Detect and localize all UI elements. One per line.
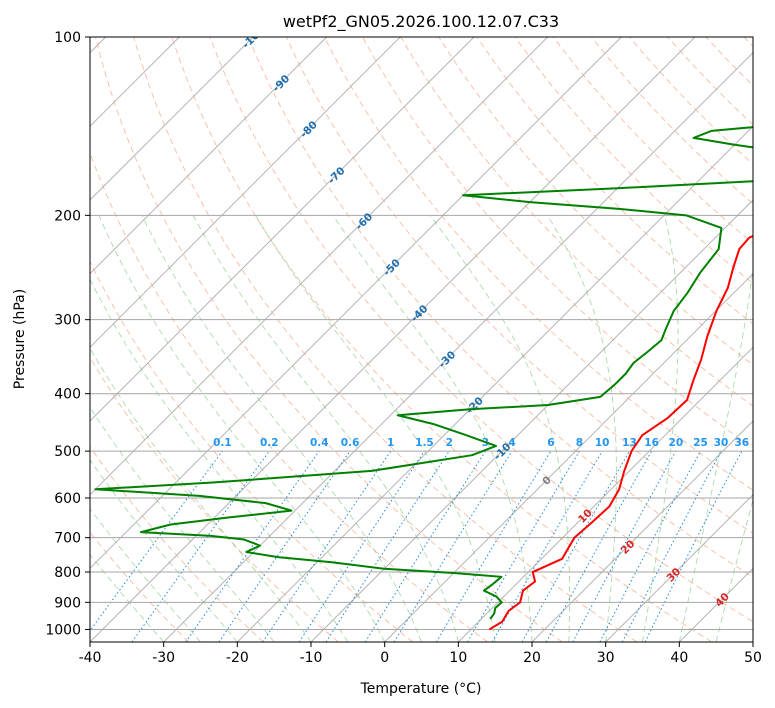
isotherm-line	[90, 37, 475, 422]
isotherm-line	[457, 346, 753, 642]
mixing-ratio-label: 8	[576, 437, 583, 449]
x-tick-label: -10	[300, 650, 323, 666]
y-axis-label: Pressure (hPa)	[12, 289, 28, 389]
y-tick-label: 200	[54, 208, 81, 224]
y-tick-label: 800	[54, 565, 81, 581]
mixing-ratio-line	[218, 450, 351, 642]
moist-adiabat-line	[192, 215, 459, 642]
moist-adiabat-line	[90, 406, 275, 642]
mixing-ratio-line	[325, 450, 450, 642]
y-tick-label: 900	[54, 595, 81, 611]
x-tick-label: -40	[79, 650, 102, 666]
dry-adiabat-line	[247, 37, 753, 578]
moist-adiabat-line	[141, 215, 422, 642]
plot-frame	[89, 36, 754, 643]
isotherm-line	[236, 125, 753, 642]
x-tick-label: -30	[152, 650, 175, 666]
y-tick-label: 300	[54, 313, 81, 329]
temperature-profile	[488, 235, 753, 631]
y-tick-label: 400	[54, 387, 81, 403]
y-tick-label: 100	[54, 30, 81, 46]
mixing-ratio-line	[521, 450, 630, 642]
isotherm-line	[384, 272, 753, 642]
moist-adiabat-line	[546, 215, 617, 642]
x-tick-label: 50	[744, 650, 762, 666]
isotherm-line	[90, 37, 254, 201]
dry-adiabat-line	[90, 260, 414, 642]
mixing-ratio-line	[545, 450, 653, 642]
mixing-ratio-line	[131, 450, 270, 642]
isotherm-line	[90, 37, 401, 349]
moist-adiabat-line	[90, 459, 238, 642]
dry-adiabat-line	[171, 37, 712, 642]
mixing-ratio-line	[393, 450, 513, 642]
moist-adiabat-line	[332, 215, 533, 642]
dry-adiabat-line	[476, 37, 753, 325]
isotherm-line	[163, 51, 753, 642]
x-tick-label: 0	[380, 650, 389, 666]
y-tick-label: 500	[54, 444, 81, 460]
x-tick-label: 40	[670, 650, 688, 666]
mixing-ratio-line	[262, 450, 392, 642]
dry-adiabat-line	[323, 37, 753, 491]
x-axis: -40 -30 -20 -10 0 10 20 30 40 50	[79, 642, 762, 666]
mixing-ratio-label: 0.6	[341, 437, 360, 449]
mixing-ratio-label: 16	[644, 437, 659, 449]
isotherm-line	[90, 37, 696, 642]
isotherm-line	[90, 37, 328, 275]
x-tick-label: -20	[226, 650, 249, 666]
mixing-ratio-label: 13	[622, 437, 637, 449]
x-axis-label: Temperature (°C)	[360, 681, 482, 697]
y-axis: 100 200 300 400 500 600 700 800 900 1000	[45, 30, 90, 638]
mixing-ratio-line	[572, 450, 677, 642]
mixing-ratio-label: 30	[714, 437, 729, 449]
isotherm-line	[531, 420, 753, 642]
mixing-ratio-line	[644, 450, 743, 642]
mixing-ratio-label: 25	[693, 437, 708, 449]
mixing-ratio-label: 0.2	[260, 437, 279, 449]
x-tick-label: 20	[523, 650, 541, 666]
dry-adiabat-line	[514, 37, 753, 285]
mixing-ratio-label: 20	[669, 437, 684, 449]
y-tick-label: 1000	[45, 622, 81, 638]
mixing-ratio-label: 1.5	[415, 437, 434, 449]
moist-adiabat-line	[98, 215, 386, 642]
dry-adiabat-line	[133, 37, 638, 642]
mixing-ratio-label: 1	[387, 437, 394, 449]
dry-adiabat-line	[90, 356, 339, 642]
dry-adiabat-line	[95, 37, 563, 642]
mixing-ratio-label: 10	[595, 437, 610, 449]
dry-adiabat-line	[285, 37, 753, 534]
isotherm-line	[752, 641, 753, 642]
mixing-ratio-label: 36	[734, 437, 749, 449]
mixing-ratio-label: 4	[508, 437, 515, 449]
moist-adiabat-line	[90, 347, 312, 642]
moist-adiabat-line	[678, 265, 753, 642]
mixing-ratio-label: 2	[446, 437, 453, 449]
mixing-ratio-label: 0.4	[310, 437, 329, 449]
isotherm-line	[605, 493, 753, 642]
mixing-ratio-line	[90, 450, 223, 632]
mixing-ratio-line	[185, 450, 320, 642]
isotherm-line	[90, 37, 622, 570]
moist-adiabat-line	[642, 215, 679, 642]
moist-adiabat-line	[429, 215, 571, 642]
y-tick-label: 600	[54, 491, 81, 507]
dry-adiabat-line	[209, 37, 753, 623]
dewpoint-profile	[94, 126, 753, 620]
isotherm-line	[90, 37, 549, 496]
x-tick-label: 10	[449, 650, 467, 666]
sounding-profiles	[94, 126, 753, 631]
mixing-ratio-label: 0.1	[213, 437, 232, 449]
x-tick-label: 30	[597, 650, 615, 666]
chart-title: wetPf2_GN05.2026.100.12.07.C33	[283, 12, 559, 32]
y-tick-label: 700	[54, 531, 81, 547]
plot-background	[90, 37, 753, 642]
pressure-gridlines	[90, 37, 753, 630]
mixing-ratio-label: 6	[547, 437, 554, 449]
